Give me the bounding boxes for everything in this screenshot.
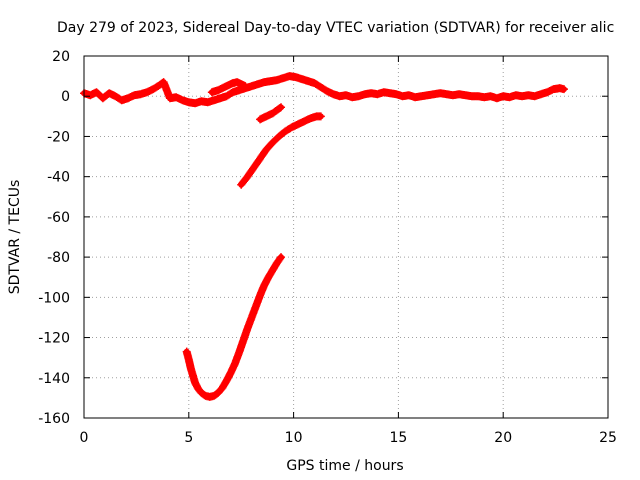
series-deep-dip: [182, 253, 286, 401]
y-tick-label: -80: [47, 250, 70, 266]
data-point: [277, 103, 286, 112]
data-point: [559, 85, 568, 94]
data-point: [241, 82, 250, 91]
y-tick-label: -160: [38, 411, 70, 427]
y-tick-label: -60: [47, 210, 70, 226]
series-hump-7h: [207, 78, 250, 97]
y-tick-label: 20: [52, 49, 70, 65]
y-tick-label: -40: [47, 170, 70, 186]
axis-ticks: [83, 55, 609, 419]
data-point: [277, 253, 286, 262]
data-series: [80, 72, 568, 401]
series-short-segment: [256, 103, 286, 124]
x-tick-label: 15: [389, 430, 407, 446]
series-recovery-arc: [237, 112, 325, 189]
y-axis-label: SDTVAR / TECUs: [7, 180, 23, 295]
x-tick-label: 0: [80, 430, 89, 446]
x-tick-label: 25: [599, 430, 617, 446]
x-tick-label: 10: [285, 430, 303, 446]
series-main-band: [80, 72, 568, 108]
y-tick-label: 0: [61, 89, 70, 105]
tick-labels: 0 5 10 15 20 25 20 0 -20 -40 -60 -80 -100 -120 -140 -16…: [38, 49, 617, 446]
data-point: [276, 254, 285, 263]
data-point: [316, 112, 325, 121]
x-tick-label: 5: [184, 430, 193, 446]
y-tick-label: -20: [47, 129, 70, 145]
x-axis-label: GPS time / hours: [286, 458, 403, 474]
x-tick-label: 20: [494, 430, 512, 446]
series-line: [238, 113, 324, 188]
plot-frame: [83, 55, 609, 419]
data-point: [275, 104, 284, 113]
chart-title: Day 279 of 2023, Sidereal Day-to-day VTE…: [57, 20, 614, 36]
y-tick-label: -120: [38, 331, 70, 347]
y-tick-label: -100: [38, 290, 70, 306]
grid-lines: [84, 56, 608, 418]
y-tick-label: -140: [38, 371, 70, 387]
